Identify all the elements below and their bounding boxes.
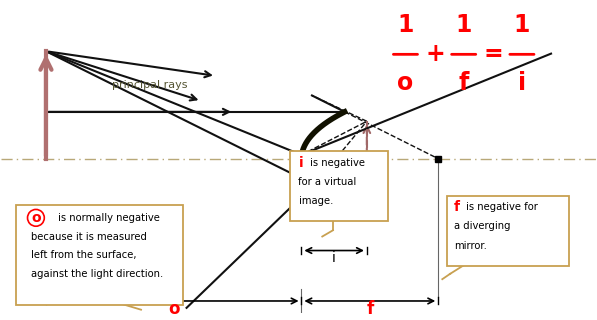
Text: against the light direction.: against the light direction. [31,269,164,279]
Text: i: i [332,251,336,265]
Text: +: + [425,42,445,66]
Text: image.: image. [298,196,333,206]
Text: mirror.: mirror. [454,241,487,251]
Text: f: f [458,71,469,95]
Text: o: o [31,211,41,225]
Text: because it is measured: because it is measured [31,231,147,242]
Text: f: f [366,300,374,318]
Text: 1: 1 [456,13,472,37]
FancyBboxPatch shape [16,205,183,305]
FancyBboxPatch shape [447,196,569,266]
Text: is normally negative: is normally negative [58,213,160,223]
FancyBboxPatch shape [290,151,387,221]
Text: i: i [298,156,303,170]
Text: principal rays: principal rays [112,80,187,91]
Text: is negative: is negative [310,158,365,168]
Text: is negative for: is negative for [466,202,538,212]
Text: 1: 1 [514,13,530,37]
Text: =: = [484,42,503,66]
Text: a diverging: a diverging [454,221,510,231]
Text: f: f [454,200,460,214]
Text: 1: 1 [397,13,414,37]
Text: o: o [168,300,180,318]
Text: left from the surface,: left from the surface, [31,250,137,260]
Text: o: o [398,71,414,95]
Text: i: i [518,71,526,95]
Text: for a virtual: for a virtual [298,177,357,187]
